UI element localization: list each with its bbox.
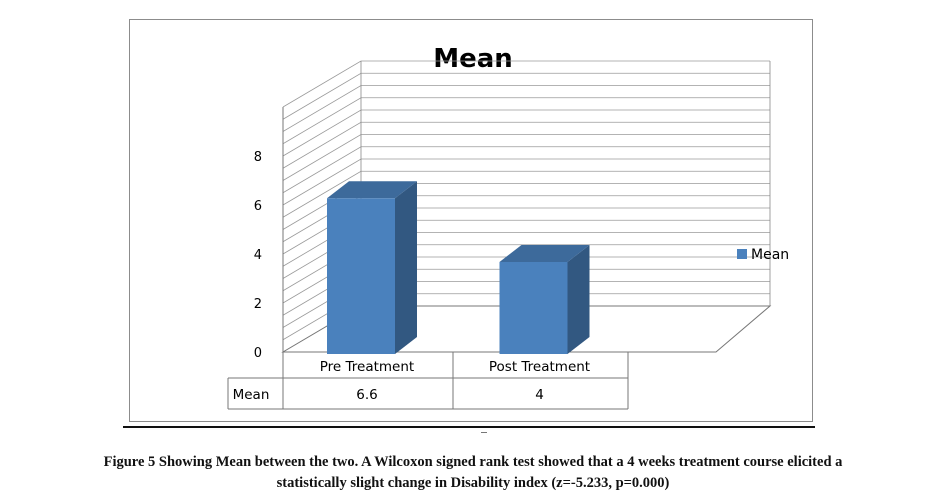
divider-mark bbox=[481, 432, 487, 433]
legend-swatch bbox=[737, 249, 747, 259]
gridline bbox=[282, 85, 770, 132]
bar-series bbox=[327, 181, 590, 354]
bar-chart: Mean 0 2 4 6 8 Mean Pre Treatment 6.6 Post Tre… bbox=[227, 44, 789, 410]
caption-line-2: statistically slight change in Disabilit… bbox=[276, 475, 670, 491]
chart-title: Mean bbox=[433, 44, 513, 74]
category-label: Pre Treatment bbox=[320, 359, 414, 375]
data-table-value: 4 bbox=[535, 387, 544, 403]
data-table-value: 6.6 bbox=[356, 387, 377, 403]
chart-container: Mean 0 2 4 6 8 Mean Pre Treatment 6.6 Post Tre… bbox=[129, 19, 813, 422]
gridline bbox=[282, 60, 770, 108]
bar bbox=[327, 181, 417, 354]
gridline bbox=[282, 109, 770, 157]
y-tick-label: 2 bbox=[254, 297, 262, 312]
legend-label: Mean bbox=[751, 247, 789, 263]
caption-line-1: Figure 5 Showing Mean between the two. A… bbox=[103, 454, 843, 470]
gridline bbox=[282, 97, 770, 145]
page-divider bbox=[123, 426, 815, 428]
y-axis: 0 2 4 6 8 bbox=[254, 150, 262, 361]
gridline bbox=[282, 72, 770, 120]
bar bbox=[499, 245, 590, 354]
gridline bbox=[282, 121, 770, 169]
category-label: Post Treatment bbox=[489, 359, 590, 375]
bar-front bbox=[499, 262, 568, 354]
bar-top bbox=[327, 181, 417, 199]
y-tick-label: 8 bbox=[254, 150, 262, 165]
data-table-row-header: Mean bbox=[233, 387, 270, 403]
y-tick-label: 0 bbox=[254, 346, 262, 361]
figure-caption: Figure 5 Showing Mean between the two. A… bbox=[20, 452, 926, 494]
legend: Mean bbox=[737, 247, 789, 263]
bar-top bbox=[499, 245, 590, 262]
data-table: Mean Pre Treatment 6.6 Post Treatment 4 bbox=[227, 352, 629, 410]
y-tick-label: 6 bbox=[254, 199, 262, 214]
bar-front bbox=[327, 198, 395, 354]
y-tick-label: 4 bbox=[254, 248, 262, 263]
gridline bbox=[282, 134, 770, 181]
bar-side bbox=[567, 245, 590, 354]
bar-side bbox=[395, 181, 417, 354]
